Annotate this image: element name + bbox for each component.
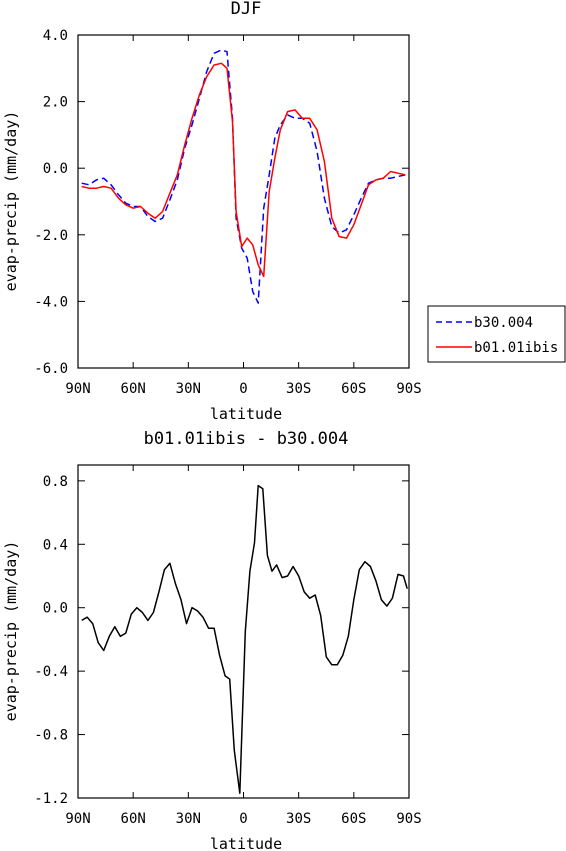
series-line-difference xyxy=(81,484,408,794)
series-line-b01-01ibis xyxy=(81,62,406,278)
x-tick-label: 30N xyxy=(176,811,201,827)
legend-label-ibis: b01.01ibis xyxy=(474,340,558,356)
y-tick-label: -0.8 xyxy=(34,728,68,744)
y-tick-label: 4.0 xyxy=(43,28,68,44)
y-tick-label: -4.0 xyxy=(34,294,68,310)
legend: b30.004 b01.01ibis xyxy=(427,305,566,363)
legend-label-b30: b30.004 xyxy=(474,315,533,331)
y-tick-label: -1.2 xyxy=(34,791,68,807)
top-panel: DJF 90N 60N 30N 0 30S 60S 90S 4.0 2.0 0.0 -2.0 -4.0… xyxy=(2,0,422,423)
x-tick-label: 30S xyxy=(286,811,311,827)
bottom-plot-frame xyxy=(77,464,410,799)
y-tick-label: 0.0 xyxy=(43,601,68,617)
x-tick-label: 90S xyxy=(396,381,421,397)
y-tick-label: 0.0 xyxy=(43,161,68,177)
x-tick-label: 90N xyxy=(65,811,90,827)
x-tick-label: 30S xyxy=(286,381,311,397)
x-tick-label: 30N xyxy=(176,381,201,397)
y-tick-label: 0.8 xyxy=(43,474,68,490)
x-tick-label: 60S xyxy=(341,381,366,397)
x-tick-label: 60N xyxy=(121,811,146,827)
x-tick-label: 60N xyxy=(121,381,146,397)
x-tick-label: 0 xyxy=(239,811,247,827)
bottom-y-axis-label: evap-precip (mm/day) xyxy=(2,541,20,722)
x-tick-label: 60S xyxy=(341,811,366,827)
top-axis-ticks: 90N 60N 30N 0 30S 60S 90S 4.0 2.0 0.0 -2.0 -4.0 -6.0 xyxy=(34,28,421,397)
top-x-axis-label: latitude xyxy=(210,405,282,423)
y-tick-label: -0.4 xyxy=(34,664,68,680)
x-tick-label: 90S xyxy=(396,811,421,827)
bottom-series-lines xyxy=(81,484,408,794)
x-tick-label: 90N xyxy=(65,381,90,397)
y-tick-label: 0.4 xyxy=(43,537,68,553)
bottom-panel: b01.01ibis - b30.004 90N 60N 30N 0 30S 60S 90S… xyxy=(2,429,422,851)
y-tick-label: -6.0 xyxy=(34,361,68,377)
series-line-b30-004 xyxy=(81,49,406,304)
top-y-axis-label: evap-precip (mm/day) xyxy=(2,111,20,292)
bottom-axis-ticks: 90N 60N 30N 0 30S 60S 90S 0.8 0.4 0.0 -0.4 -0.8 -1.2 xyxy=(34,465,422,827)
bottom-x-axis-label: latitude xyxy=(210,835,282,851)
y-tick-label: -2.0 xyxy=(34,228,68,244)
top-series-lines xyxy=(81,49,406,304)
bottom-chart-title: b01.01ibis - b30.004 xyxy=(144,429,349,449)
top-chart-title: DJF xyxy=(231,0,262,19)
legend-box xyxy=(427,305,566,363)
y-tick-label: 2.0 xyxy=(43,95,68,111)
x-tick-label: 0 xyxy=(239,381,247,397)
